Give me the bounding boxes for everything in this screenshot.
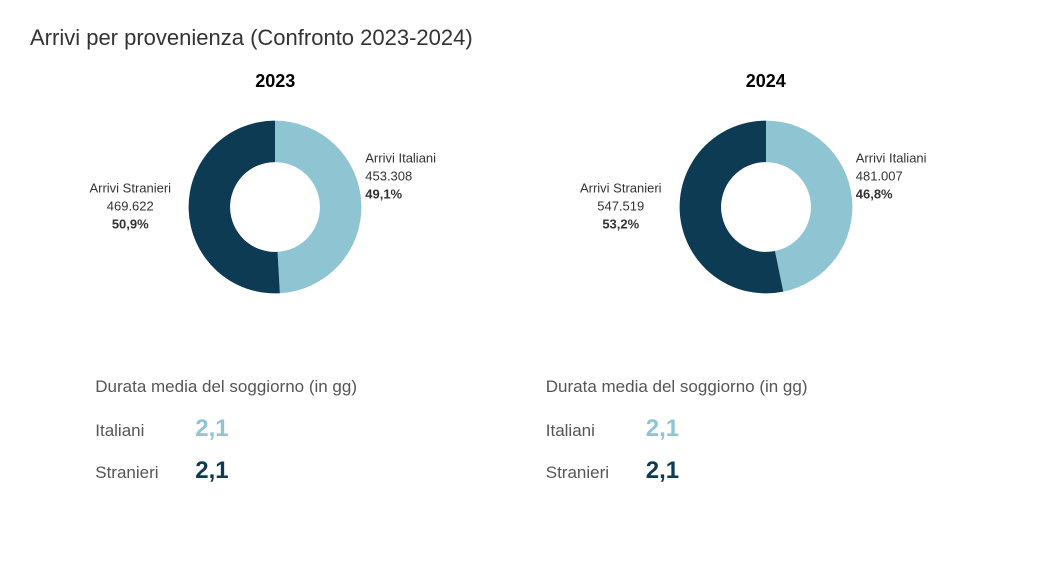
stat-value: 2,1 xyxy=(646,415,679,443)
stats-block-2023: Durata media del soggiorno (in gg) Itali… xyxy=(95,377,495,499)
stat-label: Stranieri xyxy=(546,463,646,483)
page-title: Arrivi per provenienza (Confronto 2023-2… xyxy=(30,25,1011,51)
label-stranieri-2023: Arrivi Stranieri 469.622 50,9% xyxy=(75,180,185,235)
stat-label: Italiani xyxy=(546,421,646,441)
donut-chart-2024 xyxy=(676,117,856,297)
stat-line-stranieri-2023: Stranieri 2,1 xyxy=(95,457,495,485)
stats-title-2023: Durata media del soggiorno (in gg) xyxy=(95,377,495,397)
label-value: 481.007 xyxy=(856,168,966,186)
stat-value: 2,1 xyxy=(195,415,228,443)
chart-block-2023: 2023 Arrivi Stranieri 469.622 50,9% Arri… xyxy=(35,71,515,307)
label-italiani-2023: Arrivi Italiani 453.308 49,1% xyxy=(365,150,475,205)
label-name: Arrivi Stranieri xyxy=(566,180,676,198)
year-title-2023: 2023 xyxy=(255,71,295,92)
stats-row: Durata media del soggiorno (in gg) Itali… xyxy=(30,377,1011,499)
stat-label: Italiani xyxy=(95,421,195,441)
label-value: 453.308 xyxy=(365,168,475,186)
donut-wrap-2023: Arrivi Stranieri 469.622 50,9% Arrivi It… xyxy=(65,107,485,307)
stat-line-italiani-2024: Italiani 2,1 xyxy=(546,415,946,443)
label-value: 469.622 xyxy=(75,198,185,216)
donut-wrap-2024: Arrivi Stranieri 547.519 53,2% Arrivi It… xyxy=(556,107,976,307)
label-italiani-2024: Arrivi Italiani 481.007 46,8% xyxy=(856,150,966,205)
stat-value: 2,1 xyxy=(646,457,679,485)
stat-line-italiani-2023: Italiani 2,1 xyxy=(95,415,495,443)
label-name: Arrivi Stranieri xyxy=(75,180,185,198)
charts-row: 2023 Arrivi Stranieri 469.622 50,9% Arri… xyxy=(30,71,1011,307)
stat-line-stranieri-2024: Stranieri 2,1 xyxy=(546,457,946,485)
label-pct: 50,9% xyxy=(75,216,185,234)
year-title-2024: 2024 xyxy=(746,71,786,92)
stats-title-2024: Durata media del soggiorno (in gg) xyxy=(546,377,946,397)
stat-label: Stranieri xyxy=(95,463,195,483)
label-name: Arrivi Italiani xyxy=(856,150,966,168)
donut-chart-2023 xyxy=(185,117,365,297)
stats-block-2024: Durata media del soggiorno (in gg) Itali… xyxy=(546,377,946,499)
label-pct: 53,2% xyxy=(566,216,676,234)
label-pct: 49,1% xyxy=(365,186,475,204)
label-value: 547.519 xyxy=(566,198,676,216)
label-name: Arrivi Italiani xyxy=(365,150,475,168)
label-stranieri-2024: Arrivi Stranieri 547.519 53,2% xyxy=(566,180,676,235)
label-pct: 46,8% xyxy=(856,186,966,204)
stat-value: 2,1 xyxy=(195,457,228,485)
chart-block-2024: 2024 Arrivi Stranieri 547.519 53,2% Arri… xyxy=(526,71,1006,307)
